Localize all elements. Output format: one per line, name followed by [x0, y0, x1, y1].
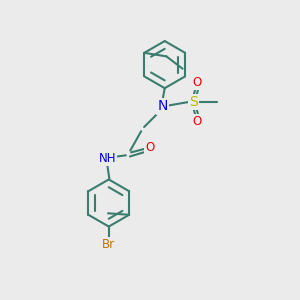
Text: O: O [146, 141, 154, 154]
Text: S: S [189, 95, 198, 109]
Text: N: N [157, 99, 168, 113]
Text: O: O [193, 115, 202, 128]
Text: Br: Br [102, 238, 115, 251]
Text: O: O [193, 76, 202, 89]
Text: NH: NH [99, 152, 116, 165]
